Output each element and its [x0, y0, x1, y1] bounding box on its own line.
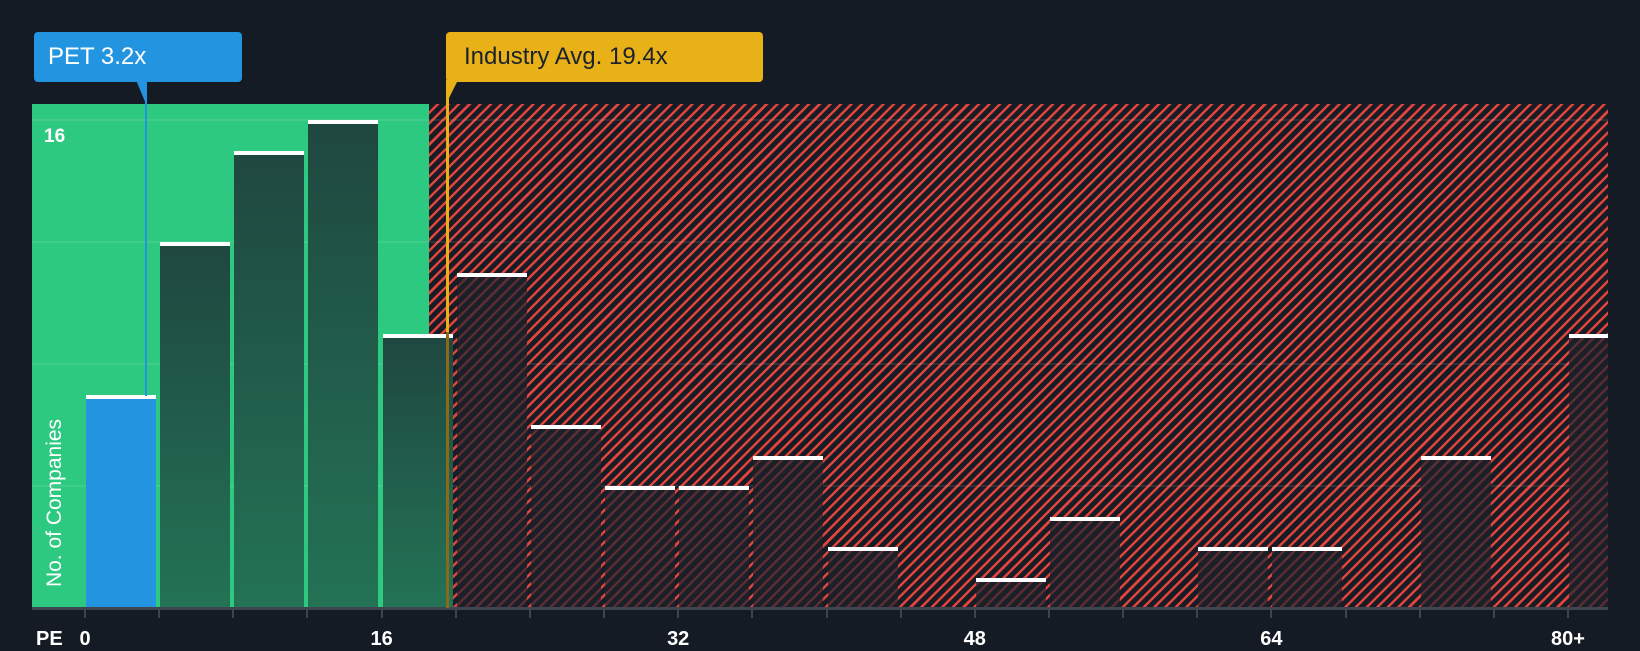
bar-top-marker	[234, 150, 305, 155]
bar-top-marker	[1198, 547, 1269, 551]
bar-top-marker	[456, 272, 527, 277]
x-tick-label: 0	[79, 628, 91, 650]
gridline	[32, 119, 1608, 121]
y-axis-title: No. of Companies	[43, 418, 66, 588]
x-tick	[232, 610, 235, 618]
company-pe-callout: PET 3.2x	[34, 32, 242, 82]
histogram-bar	[605, 486, 676, 608]
histogram-bar	[679, 486, 750, 608]
bar-top-marker	[1420, 455, 1491, 460]
bar-top-marker	[975, 577, 1046, 582]
gridline	[32, 241, 1608, 243]
histogram-bar	[1198, 547, 1269, 608]
gridline	[32, 363, 1608, 365]
x-tick	[899, 610, 902, 618]
x-tick	[306, 610, 309, 618]
company-callout-pointer	[136, 80, 146, 104]
x-tick	[1122, 610, 1125, 618]
x-tick	[1344, 610, 1347, 618]
bar-top-marker	[1272, 547, 1343, 551]
x-tick-label: 48	[963, 628, 986, 650]
bar-top-marker	[86, 394, 156, 399]
x-tick	[1196, 610, 1199, 618]
bar-top-marker	[827, 547, 898, 551]
x-tick	[380, 610, 383, 618]
histogram-bar	[530, 425, 601, 608]
histogram-bar	[1420, 455, 1491, 608]
histogram-bar	[753, 455, 824, 608]
industry-callout-pointer	[446, 80, 458, 104]
industry-average-line	[446, 82, 449, 608]
bar-top-marker	[679, 486, 750, 490]
x-tick-label: 32	[667, 628, 690, 650]
x-tick	[1492, 610, 1495, 618]
bar-top-marker	[160, 242, 231, 246]
x-tick	[1270, 610, 1273, 618]
x-axis-line	[32, 607, 1608, 610]
x-tick	[528, 610, 531, 618]
y-axis-tick-16: 16	[44, 126, 66, 147]
company-marker-line	[145, 82, 147, 396]
bar-top-marker	[382, 333, 453, 338]
x-tick	[84, 610, 86, 618]
histogram-bar	[1272, 547, 1343, 608]
histogram-bar	[1049, 516, 1120, 608]
bar-top-marker	[1049, 516, 1120, 521]
x-tick	[1418, 610, 1421, 618]
company-bin-bar	[86, 394, 156, 608]
histogram-bar	[1569, 333, 1608, 608]
bar-top-marker	[753, 455, 824, 460]
histogram-bar	[827, 547, 898, 608]
x-tick	[1047, 610, 1050, 618]
histogram-bar	[234, 150, 305, 608]
x-tick-label: 80+	[1551, 628, 1585, 650]
x-tick	[1567, 610, 1569, 618]
x-tick-label: 16	[370, 628, 393, 650]
histogram-bar	[308, 120, 379, 608]
industry-average-callout: Industry Avg. 19.4x	[446, 32, 763, 82]
histogram-bar	[160, 242, 231, 608]
x-tick	[677, 610, 680, 618]
x-tick	[603, 610, 606, 618]
bar-top-marker	[605, 486, 676, 490]
histogram-bar	[975, 577, 1046, 608]
plot-area	[32, 104, 1608, 608]
x-tick	[825, 610, 828, 618]
x-tick	[751, 610, 754, 618]
x-axis-name: PE	[36, 628, 63, 650]
bar-top-marker	[530, 425, 601, 429]
x-tick	[973, 610, 976, 618]
histogram-bar	[382, 333, 453, 608]
histogram-bar	[456, 272, 527, 608]
x-tick-label: 64	[1260, 628, 1283, 650]
bar-top-marker	[308, 120, 379, 124]
bar-top-marker	[1569, 333, 1608, 338]
x-tick	[158, 610, 161, 618]
x-tick	[454, 610, 457, 618]
above-average-zone	[429, 104, 1608, 608]
